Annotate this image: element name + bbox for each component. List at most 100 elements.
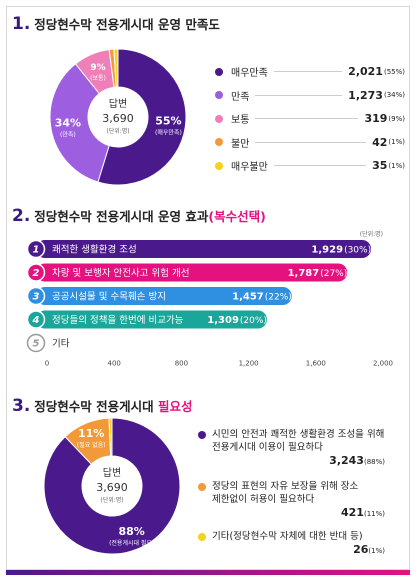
- donut1-slice-pct-1: 34%: [55, 116, 81, 129]
- legend1-pct: (9%): [388, 114, 405, 123]
- legend1-swatch: [215, 114, 223, 123]
- legend1-pct: (34%): [383, 91, 405, 100]
- section-2-highlight: (복수선택): [208, 209, 266, 224]
- bar-chart-unit: (단위:명): [360, 230, 383, 238]
- legend3-pct: (88%): [363, 458, 385, 466]
- legend1-value: 42: [372, 135, 388, 149]
- bar-rank-badge: [26, 333, 46, 353]
- necessity-legend: 시민의 안전과 쾌적한 생활환경 조성을 위해 전용게시대 이용이 필요하다 3,2…: [198, 428, 403, 560]
- legend3-value: 421: [341, 506, 364, 519]
- section-2-number: 2.: [12, 206, 31, 226]
- bar-rank-badge: [26, 239, 46, 259]
- x-tick-label: 2,000: [373, 360, 393, 368]
- donut1-slice-pct-2: 9%: [90, 63, 105, 73]
- legend1-label: 보통: [231, 115, 250, 127]
- bar-pct: (22%): [265, 293, 292, 303]
- legend1-row: 보통 319 (9%): [215, 107, 405, 131]
- legend3-item: 시민의 안전과 쾌적한 생활환경 조성을 위해 전용게시대 이용이 필요하다 3,2…: [198, 428, 403, 480]
- legend1-label: 매우만족: [231, 68, 268, 80]
- section-2-text: 정당현수막 전용게시대 운영 효과: [34, 209, 209, 224]
- donut3-slice-0: [43, 417, 181, 555]
- donut1-slice-name-2: (보통): [90, 75, 106, 82]
- bar-label: 쾌적한 생활환경 조성: [52, 244, 137, 256]
- bar-rank-number: 4: [32, 315, 40, 326]
- donut3-center-label: 답변: [103, 467, 121, 479]
- necessity-donut-chart: 11%(필요 없음) 88%(전용게시대 필요) 답변 3,690 (단위:명): [43, 417, 181, 555]
- infographic-frame: [6, 6, 410, 570]
- legend3-swatch: [198, 533, 206, 541]
- section-1-title: 1. 정당현수막 전용게시대 운영 만족도: [12, 14, 220, 34]
- donut3-center-value: 3,690: [96, 481, 128, 494]
- section-1-text: 정당현수막 전용게시대 운영 만족도: [34, 17, 220, 32]
- donut1-slice-name-1: (만족): [60, 130, 76, 138]
- satisfaction-legend: 매우만족 2,021 (55%) 만족 1,273 (34%) 보통 319 (9%) 불만 42(…: [215, 60, 405, 178]
- legend3-label-line2: 제한없이 허용이 필요하다: [212, 494, 315, 505]
- legend1-value: 1,273: [348, 88, 383, 102]
- legend1-pct: (55%): [383, 67, 405, 76]
- section-3-number: 3.: [12, 396, 31, 416]
- bar-pct: (27%): [320, 269, 347, 279]
- bar-pct: (30%): [344, 246, 371, 256]
- legend1-row: 매우만족 2,021 (55%): [215, 60, 405, 84]
- legend1-label: 불만: [231, 138, 250, 150]
- bar-rank-badge: [26, 286, 46, 306]
- bar-label: 공공시설물 및 수목훼손 방지: [52, 291, 166, 303]
- legend3-label-line1: 정당의 표현의 자유 보장을 위해 장소: [212, 481, 359, 492]
- legend1-value: 319: [364, 112, 388, 126]
- bar-rank-number: 1: [33, 245, 40, 256]
- legend1-leader-line: [273, 71, 343, 73]
- donut1-center-label: 답변: [109, 98, 127, 110]
- bar-value: 1,457: [232, 292, 264, 303]
- legend1-row: 만족 1,273 (34%): [215, 84, 405, 108]
- bar-1: [36, 240, 372, 258]
- x-tick-label: 0: [45, 360, 49, 368]
- section-2-title: 2. 정당현수막 전용게시대 운영 효과(복수선택): [12, 206, 266, 226]
- donut1-slice-4: [113, 48, 119, 88]
- bar-label: 차량 및 보행자 안전사고 위험 개선: [52, 267, 189, 279]
- legend1-row: 불만 42 (1%): [215, 131, 405, 155]
- donut3-slice-name-1: (필요 없음): [77, 441, 106, 449]
- legend1-swatch: [215, 161, 223, 170]
- x-tick-label: 800: [175, 360, 188, 368]
- bar-rank-number: 5: [33, 339, 40, 350]
- donut1-center-unit: (단위:명): [106, 127, 129, 135]
- legend1-label: 만족: [231, 91, 250, 103]
- bar-4: [36, 310, 267, 329]
- legend1-swatch: [215, 138, 223, 147]
- legend3-item: 기타(정당현수막 자체에 대한 반대 등) 26(1%): [198, 530, 403, 560]
- legend3-value-row: 26(1%): [198, 543, 385, 558]
- legend3-swatch: [198, 431, 206, 439]
- x-tick-label: 1,600: [306, 360, 326, 368]
- legend1-pct: (1%): [388, 138, 405, 147]
- donut3-slice-pct-0: 88%: [119, 525, 145, 538]
- x-tick-label: 400: [108, 360, 121, 368]
- legend3-label-line1: 시민의 안전과 쾌적한 생활환경 조성을 위해: [212, 429, 385, 440]
- legend3-pct: (1%): [368, 547, 385, 555]
- legend1-value: 2,021: [348, 65, 383, 79]
- bar-label: 정당들의 정책을 한번에 비교가능: [52, 315, 184, 326]
- donut1-slice-0: [97, 48, 187, 186]
- legend3-label-line2: 전용게시대 이용이 필요하다: [212, 442, 323, 453]
- donut3-slice-pct-1: 11%: [78, 427, 104, 440]
- section-3-text: 정당현수막 전용게시대: [34, 399, 154, 414]
- donut1-slice-pct-0: 55%: [155, 115, 181, 128]
- bar-value: 1,929: [311, 245, 343, 256]
- donut1-slice-1: [49, 63, 110, 183]
- legend1-label: 매우불만: [231, 162, 268, 174]
- legend3-pct: (11%): [363, 510, 385, 518]
- legend3-value: 26: [353, 543, 369, 556]
- section-1-number: 1.: [12, 14, 31, 34]
- legend3-label: 기타(정당현수막 자체에 대한 반대 등): [212, 530, 403, 543]
- legend3-value: 3,243: [329, 454, 364, 467]
- legend1-pct: (1%): [388, 161, 405, 170]
- legend1-leader-line: [255, 118, 359, 120]
- legend3-value-row: 421(11%): [198, 506, 385, 521]
- legend3-label-line1: 기타(정당현수막 자체에 대한 반대 등): [212, 531, 363, 542]
- bar-label: 기타: [52, 339, 70, 350]
- bar-pct: (20%): [240, 316, 267, 326]
- legend1-leader-line: [255, 141, 367, 143]
- bar-rank-number: 2: [33, 268, 40, 279]
- effect-bar-chart: (단위:명) 1 쾌적한 생활환경 조성 1,929 (30%) 2 차량 및 보행자 안…: [26, 230, 393, 368]
